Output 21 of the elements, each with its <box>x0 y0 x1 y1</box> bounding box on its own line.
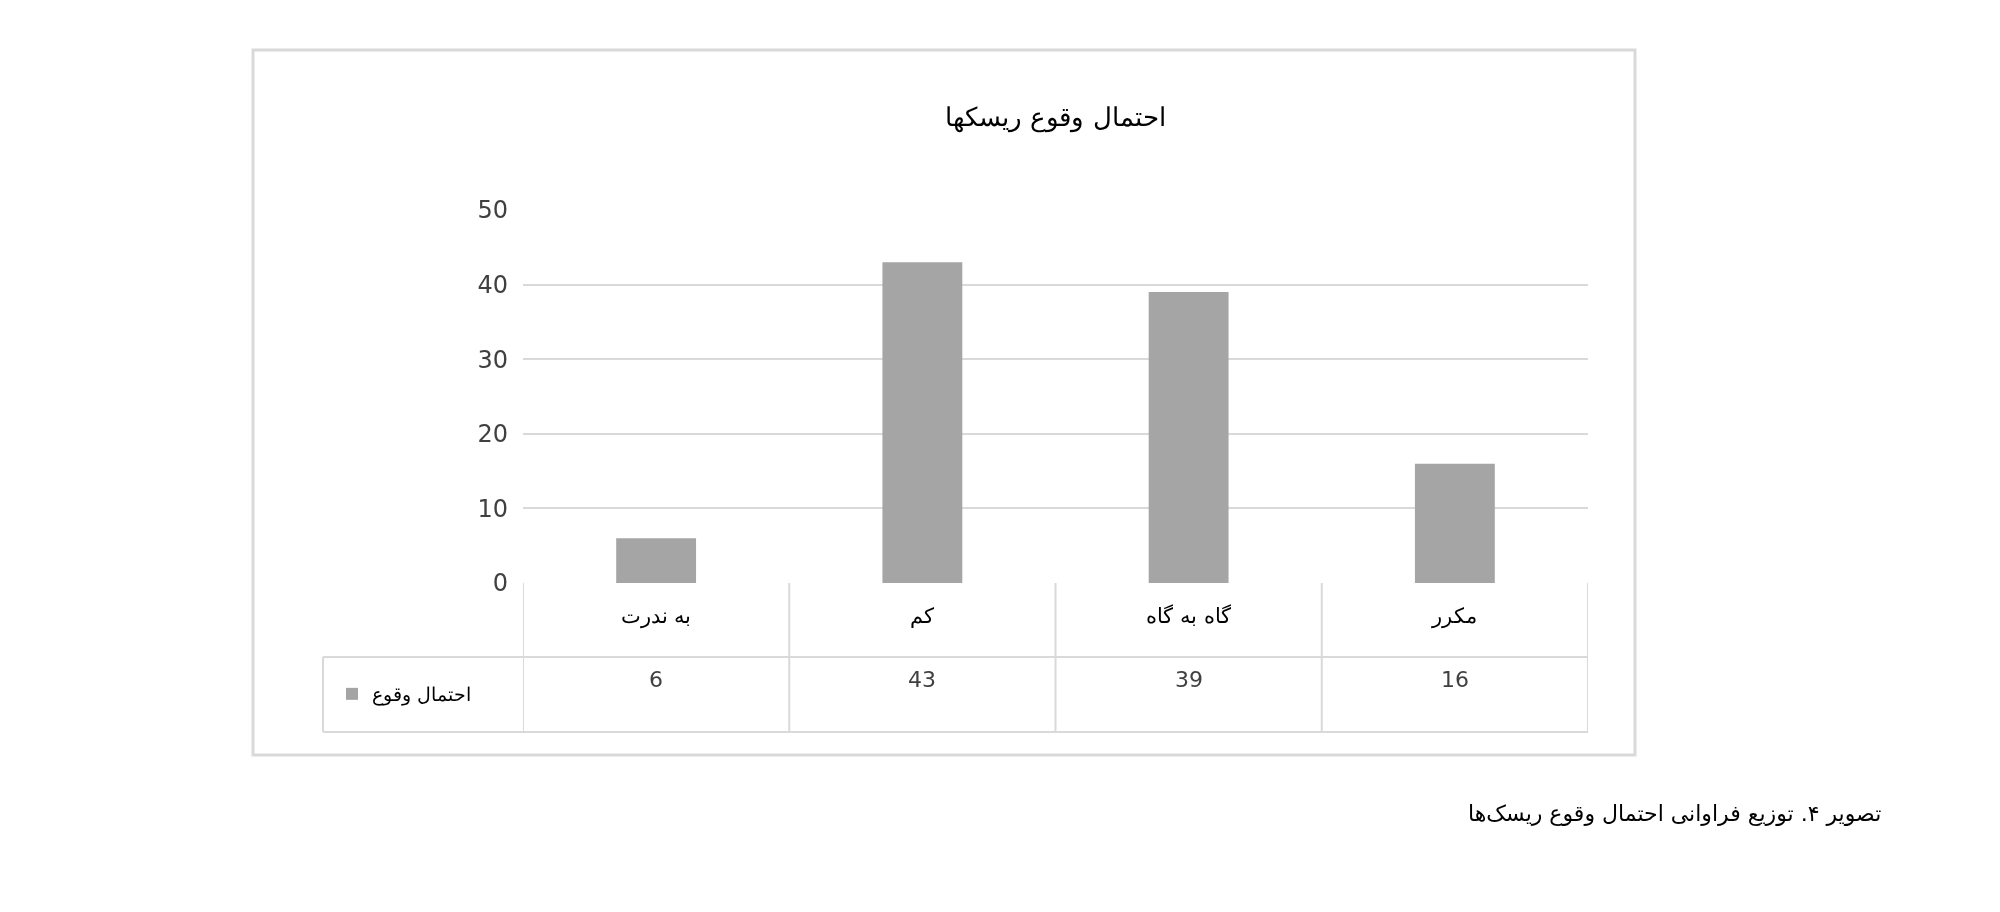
y-tick-label: 40 <box>477 271 508 299</box>
x-tick-label: به ندرت <box>620 604 692 629</box>
x-tick-label: گاه به گاه <box>1146 604 1231 628</box>
text: تصویر ۴. توزیع فراوانی احتمال وقوع ریسک‌ها <box>1468 801 1882 826</box>
y-tick-label: 50 <box>477 196 508 225</box>
y-tick-label: 0 <box>492 569 508 598</box>
data-label: 6 <box>649 667 663 692</box>
x-tick-label: مکرر <box>1431 604 1478 629</box>
data-label: 43 <box>908 667 936 692</box>
bar <box>1148 292 1229 583</box>
data-label: 16 <box>1441 667 1469 692</box>
bar <box>882 262 963 583</box>
legend-label: احتمال وقوع <box>372 683 472 707</box>
x-tick-label: کم <box>910 604 935 629</box>
y-tick-label: 10 <box>477 494 508 523</box>
chart-title: احتمال وقوع ریسکها <box>945 102 1166 134</box>
y-tick-label: 20 <box>477 420 508 449</box>
y-tick-label: 30 <box>477 345 508 374</box>
bar <box>616 538 697 583</box>
data-label: 39 <box>1175 667 1203 692</box>
bar <box>1414 463 1495 583</box>
